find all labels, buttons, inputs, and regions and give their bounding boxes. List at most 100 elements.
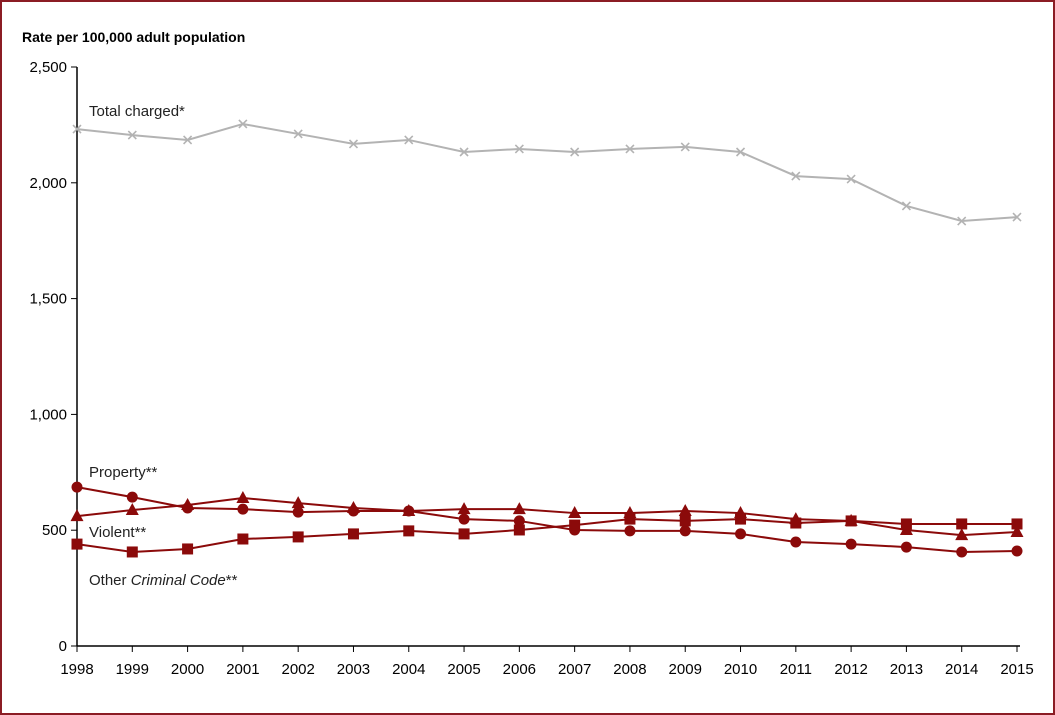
x-tick-label: 2014 [945,661,978,678]
data-point [568,506,582,519]
data-point [127,130,137,140]
y-axis-label: Rate per 100,000 adult population [22,29,245,45]
x-tick-label: 2011 [780,661,812,678]
data-point [292,531,304,543]
x-tick-label: 2004 [392,661,425,678]
legend-violent: Violent** [89,524,146,541]
data-point [458,528,470,540]
x-tick-label: 2012 [834,661,867,678]
data-point [678,503,692,516]
data-point [790,517,802,529]
data-point [845,515,857,527]
data-point [1011,545,1023,557]
data-point [625,144,635,154]
series-line [76,518,1017,553]
data-point [125,503,139,516]
data-point [513,524,525,536]
series-1 [71,481,1023,558]
data-point [900,541,912,553]
data-point [72,124,82,134]
x-tick-label: 2010 [724,661,757,678]
data-point [404,135,414,145]
data-point [348,139,359,149]
data-point [512,502,526,515]
x-tick-label: 2002 [281,661,314,678]
data-point [791,171,801,181]
data-point [237,533,249,545]
data-point [513,515,525,527]
data-point [624,513,636,525]
data-point [347,528,359,540]
x-tick-label: 2001 [226,661,259,678]
y-tick-label: 1,500 [29,291,67,308]
data-point [955,528,969,541]
data-point [1011,518,1023,530]
data-point [457,502,471,515]
data-point [680,142,690,152]
data-point [1012,212,1022,222]
data-point [901,201,911,211]
y-tick-label: 0 [59,638,67,655]
x-tick-label: 2008 [613,661,646,678]
x-tick-label: 2005 [447,661,480,678]
series-line [76,497,1018,537]
data-point [403,525,415,537]
data-point [71,481,83,493]
x-tick-label: 2015 [1000,661,1033,678]
y-tick-label: 500 [42,522,67,539]
data-point [183,135,193,145]
y-tick-label: 2,500 [29,59,67,76]
series-2 [70,491,1024,541]
data-point [570,147,580,157]
series-0 [72,119,1022,226]
data-point [459,147,469,157]
data-point [679,525,691,537]
x-tick-label: 1998 [60,661,93,678]
x-tick-label: 2009 [669,661,702,678]
x-tick-label: 2007 [558,661,591,678]
data-point [126,491,138,503]
x-tick-label: 2003 [337,661,370,678]
data-point [679,515,691,527]
data-point [291,496,305,509]
data-point [181,497,195,510]
legend-property: Property** [89,464,158,481]
data-point [458,513,470,525]
data-point [956,518,968,530]
data-point [514,144,524,154]
y-tick-label: 2,000 [29,175,67,192]
series-line [76,122,1018,223]
series-3 [71,513,1023,558]
data-point [900,518,912,530]
legend-total-charged: Total charged* [89,103,185,120]
data-point [790,536,802,548]
data-point [346,500,360,513]
data-point [402,503,416,516]
data-point [735,147,746,157]
data-point [957,216,967,226]
data-point [735,513,747,525]
data-point [182,543,194,555]
data-point [735,528,747,540]
data-point [956,546,968,558]
y-tick-label: 1,000 [29,406,67,423]
legend-other-criminal-code: Other Criminal Code** [89,572,238,589]
data-point [624,525,636,537]
x-tick-label: 2013 [890,661,923,678]
data-point [237,503,249,515]
data-point [292,506,304,518]
data-point [845,538,857,550]
x-tick-label: 1999 [116,661,149,678]
data-point [70,509,84,522]
series-line [76,486,1018,553]
data-point [71,538,83,550]
data-point [569,519,581,531]
data-point [236,491,250,504]
data-point [846,174,856,184]
data-point [126,546,138,558]
data-point [238,119,248,129]
data-point [1010,525,1024,538]
x-tick-label: 2006 [503,661,536,678]
